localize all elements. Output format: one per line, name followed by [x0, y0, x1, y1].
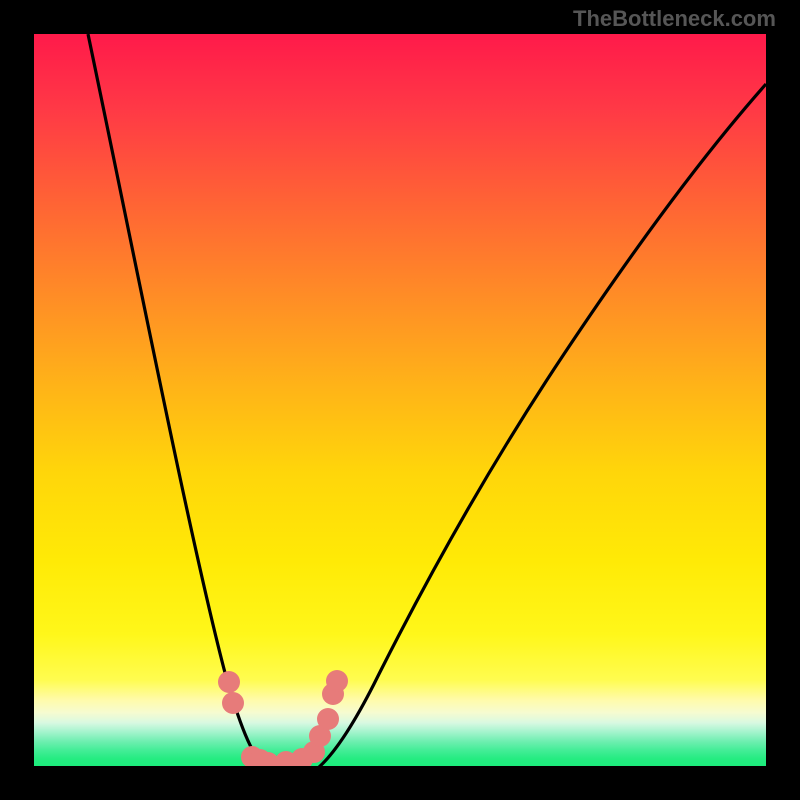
watermark-text: TheBottleneck.com: [573, 6, 776, 32]
data-marker: [317, 708, 339, 730]
chart-svg: [0, 0, 800, 800]
plot-background: [34, 34, 766, 766]
data-marker: [326, 670, 348, 692]
data-marker: [218, 671, 240, 693]
chart-container: TheBottleneck.com: [0, 0, 800, 800]
data-marker: [222, 692, 244, 714]
